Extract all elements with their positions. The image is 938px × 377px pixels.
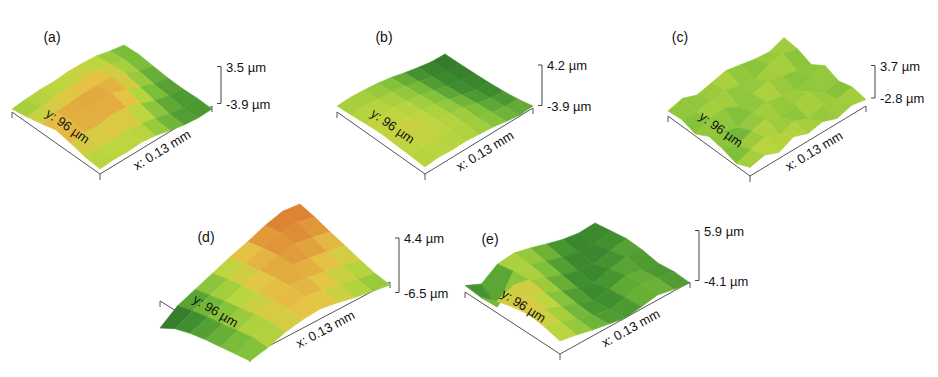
panel-label: (b): [375, 29, 392, 45]
corner-tick: [100, 174, 101, 180]
z-tick-label: 4.4 µm: [404, 231, 444, 246]
panel-label: (a): [43, 29, 60, 45]
z-tick-label: -3.9 µm: [547, 99, 591, 114]
z-tick: [217, 66, 221, 67]
z-tick-label: -3.9 µm: [226, 97, 270, 112]
x-axis-label: x: 0.13 mm: [783, 128, 846, 174]
z-range-bar: [399, 238, 400, 293]
surface-cell: [235, 338, 268, 361]
surface-panel: 3.7 µm -2.8 µm x: 0.13 mm y: 96 µm (c): [668, 29, 924, 182]
x-axis-label: x: 0.13 mm: [454, 128, 517, 174]
surface-cell: [809, 105, 837, 122]
x-axis-label: x: 0.13 mm: [293, 307, 357, 350]
surface: [337, 54, 533, 167]
corner-tick: [866, 106, 867, 112]
corner-tick: [12, 112, 13, 118]
z-tick: [538, 105, 542, 106]
y-axis-label: y: 96 µm: [368, 106, 418, 147]
surface-cell: [85, 147, 114, 169]
z-tick-label: 5.9 µm: [704, 224, 744, 239]
surface: [12, 45, 212, 169]
z-tick: [538, 65, 542, 66]
surface: [465, 223, 690, 341]
z-tick-label: -4.1 µm: [704, 274, 748, 289]
z-tick: [395, 238, 399, 239]
z-tick-label: 3.7 µm: [880, 59, 920, 74]
surface-cell: [796, 76, 824, 93]
z-tick: [695, 280, 699, 281]
z-range-bar: [699, 231, 700, 281]
surface: [160, 204, 390, 361]
z-range-bar: [875, 66, 876, 99]
corner-tick: [560, 354, 561, 360]
panel-label: (c): [672, 29, 688, 45]
z-tick-label: 3.5 µm: [226, 60, 266, 75]
y-axis-label: y: 96 µm: [43, 106, 93, 147]
z-tick: [871, 65, 875, 66]
z-tick: [695, 230, 699, 231]
z-tick-label: -6.5 µm: [404, 286, 448, 301]
corner-tick: [750, 176, 751, 182]
corner-tick: [533, 108, 534, 114]
surface-panel: 3.5 µm -3.9 µm x: 0.13 mm y: 96 µm (a): [12, 29, 270, 180]
z-range-bar: [542, 65, 543, 106]
base-frame: [12, 106, 212, 180]
z-tick-label: -2.8 µm: [880, 91, 924, 106]
surface-cell: [736, 149, 764, 167]
panel-label: (e): [481, 231, 498, 247]
corner-tick: [465, 292, 466, 298]
surface-panel: 4.2 µm -3.9 µm x: 0.13 mm y: 96 µm (b): [337, 29, 591, 180]
corner-tick: [668, 116, 669, 122]
y-axis-label: y: 96 µm: [499, 286, 549, 326]
x-axis-label: x: 0.13 mm: [131, 127, 194, 173]
panel-label: (d): [197, 229, 214, 245]
y-axis-label: y: 96 µm: [696, 109, 745, 151]
surface-panel: 5.9 µm -4.1 µm x: 0.13 mm y: 96 µm (e): [465, 223, 748, 360]
surface-cell: [544, 322, 576, 341]
z-tick: [395, 292, 399, 293]
figure: 3.5 µm -3.9 µm x: 0.13 mm y: 96 µm (a) 4.2 µm…: [0, 0, 938, 377]
y-axis-label: y: 96 µm: [190, 291, 241, 330]
z-range-bar: [221, 67, 222, 104]
surface-cell: [410, 146, 438, 167]
corner-tick: [160, 301, 161, 307]
z-tick-label: 4.2 µm: [547, 58, 587, 73]
surface-panel: 4.4 µm -6.5 µm x: 0.13 mm y: 96 µm (d): [160, 204, 448, 362]
z-tick: [217, 103, 221, 104]
x-axis-label: x: 0.13 mm: [599, 306, 663, 350]
z-tick: [871, 98, 875, 99]
surface-cell: [780, 121, 808, 137]
corner-tick: [425, 174, 426, 180]
corner-tick: [337, 112, 338, 118]
surface: [668, 38, 866, 168]
